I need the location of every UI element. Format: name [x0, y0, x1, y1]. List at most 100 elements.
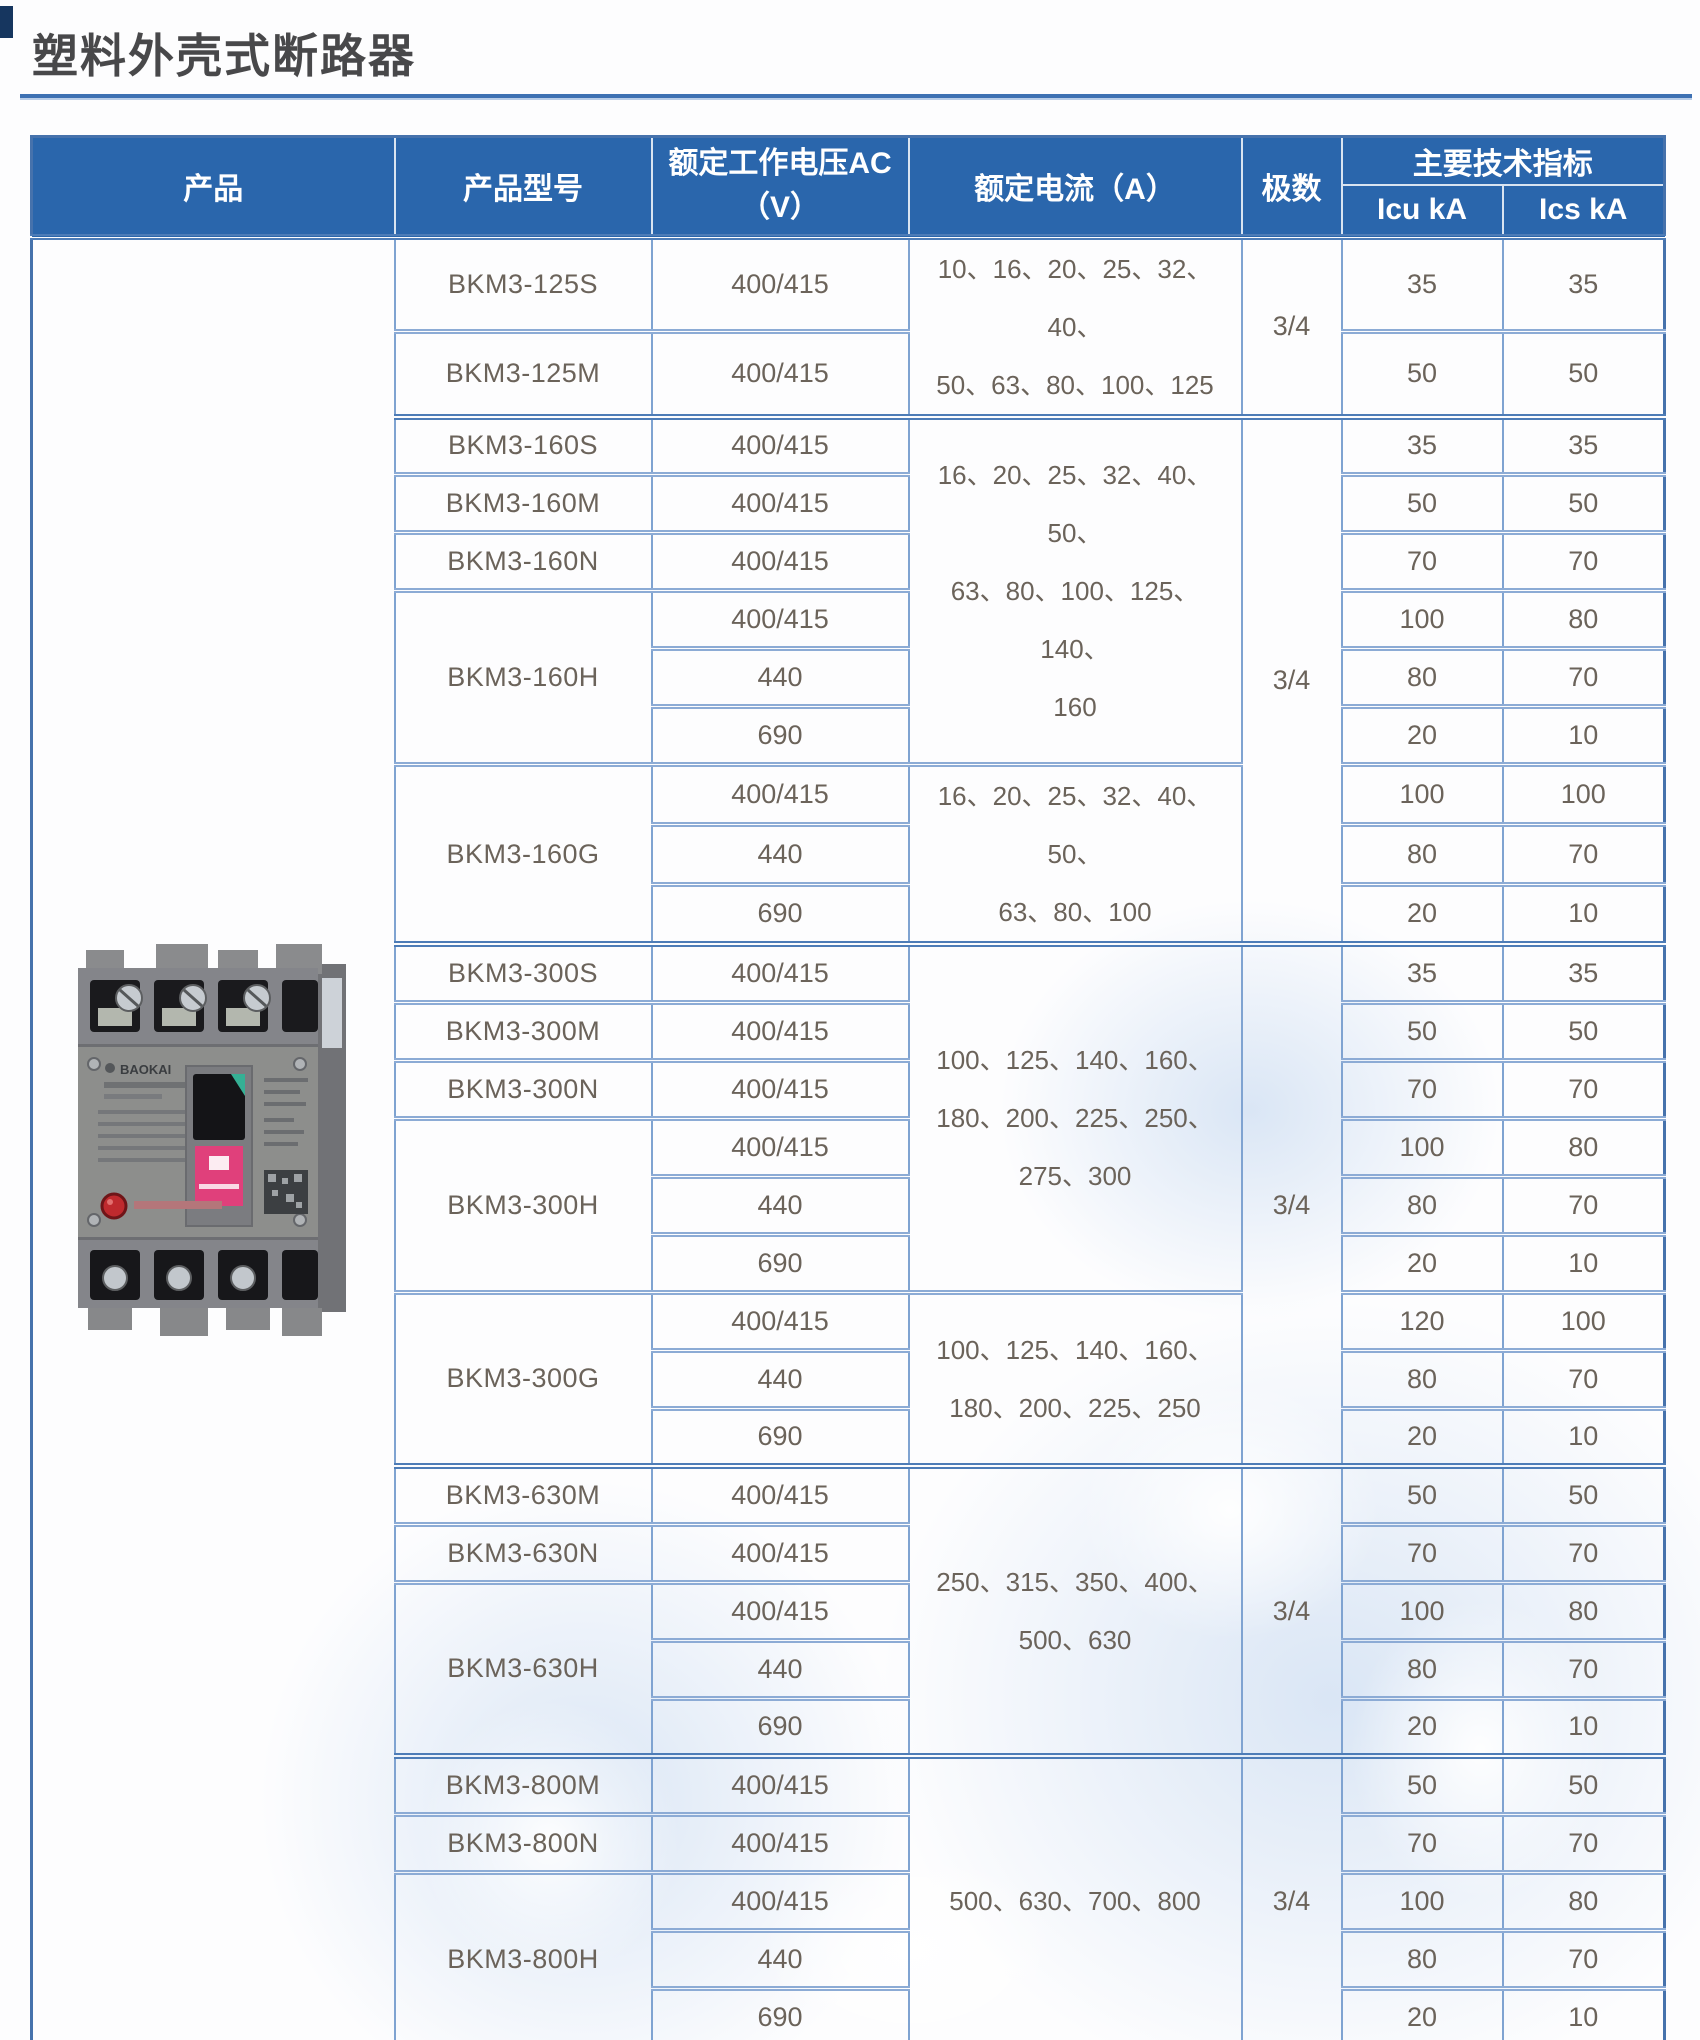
- icu-cell: 50: [1340, 329, 1504, 419]
- col-header-icu: Icu kA: [1340, 183, 1504, 240]
- voltage-cell: 440: [650, 1347, 910, 1411]
- icu-cell: 70: [1340, 1521, 1504, 1585]
- poles-cell: 3/4: [1240, 1463, 1343, 1759]
- voltage-cell: 400/415: [650, 1289, 910, 1353]
- icu-cell: 35: [1340, 233, 1504, 335]
- spec-table: 产品 产品型号 额定工作电压AC （V） 额定电流（A） 极数 主要技术指标 I…: [30, 135, 1666, 2040]
- ics-cell: 70: [1501, 1347, 1666, 1411]
- voltage-cell: 440: [650, 821, 910, 887]
- model-cell: BKM3-300M: [393, 999, 653, 1063]
- voltage-cell: 400/415: [650, 1115, 910, 1179]
- icu-cell: 100: [1340, 1579, 1504, 1643]
- model-cell: BKM3-800N: [393, 1811, 653, 1875]
- table-row: 690 20 10: [32, 881, 1666, 947]
- table-row: BKM3-630N 400/415 70 70: [32, 1521, 1666, 1585]
- model-cell: BKM3-160S: [393, 413, 653, 477]
- icu-cell: 80: [1340, 1347, 1504, 1411]
- ics-cell: 50: [1501, 472, 1666, 535]
- ics-cell: 50: [1501, 1463, 1666, 1527]
- breaker-brand-label: BAOKAI: [120, 1062, 171, 1077]
- icu-cell: 80: [1340, 646, 1504, 709]
- ics-cell: 10: [1501, 1231, 1666, 1295]
- icu-cell: 50: [1340, 999, 1504, 1063]
- voltage-cell: 400/415: [650, 1869, 910, 1933]
- table-row: BKM3-300H 400/415 100 80: [32, 1115, 1666, 1295]
- ics-cell: 80: [1501, 588, 1666, 651]
- table-row: BKM3-160S 400/415 16、20、25、32、40、50、 63、…: [32, 413, 1666, 947]
- col-header-current: 额定电流（A）: [907, 135, 1243, 240]
- voltage-header-line2: （V）: [739, 190, 820, 224]
- voltage-cell: 440: [650, 1637, 910, 1701]
- voltage-cell: 440: [650, 646, 910, 709]
- icu-cell: 35: [1340, 413, 1504, 477]
- ics-cell: 70: [1501, 646, 1666, 709]
- ics-cell: 50: [1501, 329, 1666, 419]
- icu-cell: 70: [1340, 1811, 1504, 1875]
- model-cell: BKM3-160H: [393, 588, 653, 767]
- ics-cell: 10: [1501, 1405, 1666, 1469]
- icu-cell: 120: [1340, 1289, 1504, 1353]
- model-cell: BKM3-630N: [393, 1521, 653, 1585]
- icu-cell: 80: [1340, 1927, 1504, 1991]
- model-cell: BKM3-160N: [393, 530, 653, 593]
- table-row: BKM3-630M 400/415 250、315、350、400、 500、6…: [32, 1463, 1666, 1759]
- model-cell: BKM3-125M: [393, 329, 653, 419]
- ics-cell: 70: [1501, 1173, 1666, 1237]
- model-cell: BKM3-800M: [393, 1753, 653, 1817]
- ics-cell: 80: [1501, 1579, 1666, 1643]
- icu-cell: 80: [1340, 821, 1504, 887]
- voltage-cell: 690: [650, 1231, 910, 1295]
- voltage-cell: 400/415: [650, 1521, 910, 1585]
- current-cell: 500、630、700、800: [907, 1753, 1243, 2040]
- voltage-cell: 400/415: [650, 762, 910, 827]
- ics-cell: 10: [1501, 1985, 1666, 2040]
- table-row: BKM3-300M 400/415 50 50: [32, 999, 1666, 1063]
- voltage-cell: 440: [650, 1173, 910, 1237]
- table-row: BKM3-630H 400/415 100 80: [32, 1579, 1666, 1759]
- ics-cell: 70: [1501, 821, 1666, 887]
- table-row: 440 80 70: [32, 1637, 1666, 1701]
- table-row: 440 80 70: [32, 1347, 1666, 1411]
- voltage-cell: 400/415: [650, 530, 910, 593]
- table-row: BKM3-160G 400/415 16、20、25、32、40、50、 63、…: [32, 762, 1666, 947]
- current-cell: 16、20、25、32、40、50、 63、80、100、125、140、 16…: [907, 413, 1243, 767]
- ics-cell: 10: [1501, 704, 1666, 767]
- table-row: 440 80 70: [32, 646, 1666, 709]
- table-row: BKM3-125M 400/415 50 50: [32, 329, 1666, 419]
- icu-cell: 20: [1340, 1985, 1504, 2040]
- icu-cell: 20: [1340, 1405, 1504, 1469]
- model-cell: BKM3-630H: [393, 1579, 653, 1759]
- page-title: 塑料外壳式断路器: [32, 30, 416, 82]
- model-cell: BKM3-125S: [393, 233, 653, 335]
- icu-cell: 20: [1340, 1231, 1504, 1295]
- table-row: BKM3-160N 400/415 70 70: [32, 530, 1666, 593]
- ics-cell: 10: [1501, 1695, 1666, 1759]
- table-row: 440 80 70: [32, 821, 1666, 887]
- icu-cell: 100: [1340, 1115, 1504, 1179]
- page-corner-tab: [0, 6, 13, 38]
- voltage-cell: 690: [650, 1985, 910, 2040]
- ics-cell: 70: [1501, 1057, 1666, 1121]
- ics-cell: 80: [1501, 1115, 1666, 1179]
- header-row-1: 产品 产品型号 额定工作电压AC （V） 额定电流（A） 极数 主要技术指标: [30, 135, 1666, 240]
- current-cell: 250、315、350、400、 500、630: [907, 1463, 1243, 1759]
- model-cell: BKM3-630M: [393, 1463, 653, 1527]
- ics-cell: 10: [1501, 881, 1666, 947]
- icu-cell: 20: [1340, 704, 1504, 767]
- table-row: BKM3-160M 400/415 50 50: [32, 472, 1666, 535]
- ics-cell: 35: [1501, 413, 1666, 477]
- ics-cell: 70: [1501, 530, 1666, 593]
- voltage-cell: 400/415: [650, 999, 910, 1063]
- icu-cell: 20: [1340, 1695, 1504, 1759]
- table-row: 690 20 10: [32, 704, 1666, 767]
- icu-cell: 50: [1340, 1753, 1504, 1817]
- table-row: BKM3-300N 400/415 70 70: [32, 1057, 1666, 1121]
- table-row: BKM3-800H 400/415 100 80: [32, 1869, 1666, 2040]
- poles-cell: 3/4: [1240, 413, 1343, 947]
- icu-cell: 50: [1340, 1463, 1504, 1527]
- model-cell: BKM3-300S: [393, 941, 653, 1005]
- icu-cell: 80: [1340, 1173, 1504, 1237]
- table-row: BKM3-300S 400/415 100、125、140、160、 180、2…: [32, 941, 1666, 1469]
- icu-cell: 35: [1340, 941, 1504, 1005]
- product-photo-cell: BAOKAI: [30, 233, 396, 2040]
